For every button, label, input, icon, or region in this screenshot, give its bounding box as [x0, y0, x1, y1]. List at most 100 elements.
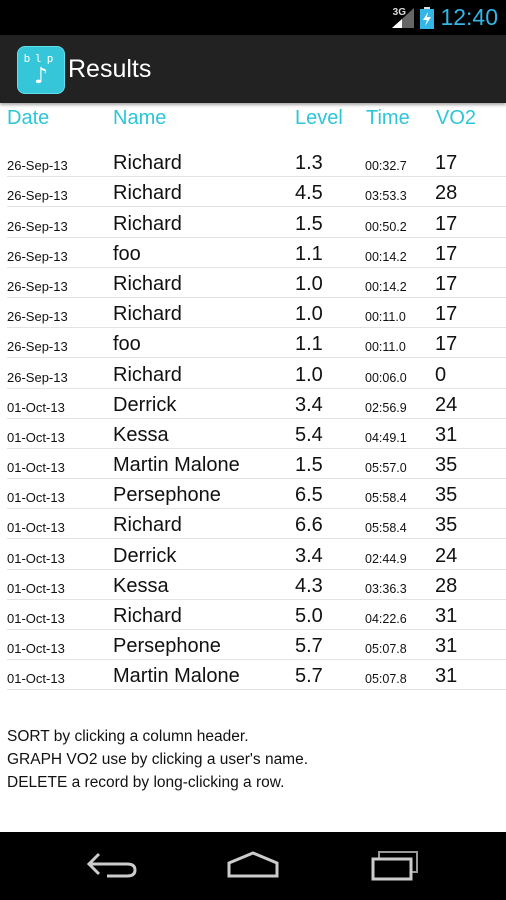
table-row[interactable]: 26-Sep-13 Richard 1.0 00:06.0 0 [7, 358, 506, 389]
cell-date: 01-Oct-13 [7, 671, 65, 687]
action-bar: blp ♪ Results [0, 35, 506, 103]
cell-name[interactable]: Martin Malone [113, 454, 240, 477]
instruction-graph: GRAPH VO2 use by clicking a user's name. [7, 751, 309, 768]
table-row[interactable]: 26-Sep-13 Richard 4.5 03:53.3 28 [7, 177, 506, 208]
cell-name[interactable]: Derrick [113, 544, 177, 567]
cell-name[interactable]: Richard [113, 152, 182, 175]
cell-level: 5.4 [295, 423, 323, 446]
table-row[interactable]: 01-Oct-13 Martin Malone 1.5 05:57.0 35 [7, 449, 506, 480]
cell-name[interactable]: Persephone [113, 484, 221, 507]
cell-name[interactable]: Derrick [113, 393, 177, 416]
column-header-vo2[interactable]: VO2 [436, 107, 477, 129]
cell-date: 01-Oct-13 [7, 611, 65, 626]
cell-level: 3.4 [295, 393, 323, 416]
cell-vo2: 24 [435, 393, 458, 416]
cell-name[interactable]: foo [113, 333, 141, 356]
cell-vo2: 17 [435, 212, 458, 235]
table-row[interactable]: 01-Oct-13 Richard 6.6 05:58.4 35 [7, 509, 506, 540]
table-row[interactable]: 26-Sep-13 Richard 1.5 00:50.2 17 [7, 207, 506, 238]
cell-time: 05:58.4 [365, 521, 407, 536]
cell-vo2: 35 [435, 484, 458, 507]
music-note-icon: ♪ [33, 64, 49, 89]
network-type-label: 3G [392, 7, 406, 18]
cell-time: 05:57.0 [365, 461, 407, 476]
column-header-name[interactable]: Name [113, 107, 167, 129]
cell-date: 01-Oct-13 [7, 580, 65, 596]
cell-level: 1.0 [295, 272, 323, 295]
cell-time: 00:32.7 [365, 159, 407, 174]
navigation-bar [0, 832, 506, 900]
cell-level: 4.5 [295, 182, 323, 205]
table-row[interactable]: 26-Sep-13 Richard 1.0 00:11.0 17 [7, 298, 506, 329]
cell-time: 00:50.2 [365, 219, 407, 234]
cell-time: 00:06.0 [365, 370, 407, 385]
cell-vo2: 17 [435, 242, 458, 265]
cell-vo2: 24 [435, 544, 458, 567]
cell-vo2: 35 [435, 514, 458, 537]
cell-vo2: 31 [435, 635, 458, 658]
cell-time: 02:44.9 [365, 551, 407, 566]
status-bar: 3G 12:40 [0, 0, 506, 35]
table-row[interactable]: 01-Oct-13 Persephone 5.7 05:07.8 31 [7, 630, 506, 661]
battery-charging-icon [420, 6, 435, 29]
cell-vo2: 35 [435, 454, 458, 477]
cell-date: 01-Oct-13 [7, 490, 65, 506]
table-row[interactable]: 01-Oct-13 Kessa 4.3 03:36.3 28 [7, 570, 506, 600]
cell-name[interactable]: foo [113, 242, 141, 265]
cell-name[interactable]: Richard [113, 605, 182, 627]
back-icon[interactable] [83, 846, 143, 886]
cell-level: 1.1 [295, 333, 323, 356]
cell-name[interactable]: Kessa [113, 574, 169, 597]
cell-level: 5.7 [295, 635, 323, 658]
column-header-level[interactable]: Level [295, 107, 343, 129]
cell-name[interactable]: Richard [113, 514, 182, 537]
cell-name[interactable]: Richard [113, 303, 182, 326]
cell-name[interactable]: Richard [113, 272, 182, 295]
cell-vo2: 28 [435, 182, 458, 205]
cell-time: 04:22.6 [365, 612, 407, 626]
cell-date: 26-Sep-13 [7, 248, 68, 264]
home-icon[interactable] [223, 846, 283, 886]
table-row[interactable]: 01-Oct-13 Persephone 6.5 05:58.4 35 [7, 479, 506, 510]
cell-vo2: 31 [435, 423, 458, 446]
cell-time: 00:14.2 [365, 279, 407, 294]
cell-time: 03:53.3 [365, 189, 407, 204]
recent-apps-icon[interactable] [365, 846, 425, 886]
column-header-time[interactable]: Time [366, 107, 410, 129]
cell-date: 26-Sep-13 [7, 278, 68, 294]
cell-time: 00:14.2 [365, 249, 407, 264]
cell-name[interactable]: Kessa [113, 423, 169, 446]
cell-name[interactable]: Richard [113, 212, 182, 235]
table-row[interactable]: 01-Oct-13 Kessa 5.4 04:49.1 31 [7, 419, 506, 449]
cell-time: 05:07.8 [365, 642, 407, 657]
table-row[interactable]: 26-Sep-13 Richard 1.3 00:32.7 17 [7, 147, 506, 178]
cell-level: 4.3 [295, 574, 323, 597]
cell-name[interactable]: Richard [113, 182, 182, 205]
cell-date: 01-Oct-13 [7, 550, 65, 566]
table-row[interactable]: 26-Sep-13 foo 1.1 00:14.2 17 [7, 238, 506, 268]
cell-vo2: 31 [435, 605, 458, 627]
cell-date: 01-Oct-13 [7, 460, 65, 476]
cell-date: 26-Sep-13 [7, 339, 68, 355]
table-header: Date Name Level Time VO2 [0, 104, 506, 134]
cell-vo2: 17 [435, 333, 458, 356]
table-row[interactable]: 01-Oct-13 Derrick 3.4 02:56.9 24 [7, 389, 506, 419]
table-row[interactable]: 01-Oct-13 Derrick 3.4 02:44.9 24 [7, 539, 506, 570]
table-row[interactable]: 01-Oct-13 Richard 5.0 04:22.6 31 [7, 600, 506, 630]
table-row[interactable]: 26-Sep-13 foo 1.1 00:11.0 17 [7, 328, 506, 359]
column-header-date[interactable]: Date [7, 107, 50, 129]
table-row[interactable]: 01-Oct-13 Martin Malone 5.7 05:07.8 31 [7, 660, 506, 691]
page-title: Results [68, 55, 152, 83]
cell-level: 1.0 [295, 363, 323, 386]
cell-level: 1.5 [295, 454, 323, 477]
cell-name[interactable]: Persephone [113, 635, 221, 658]
app-icon-text: blp [23, 52, 59, 65]
cell-vo2: 0 [435, 363, 447, 386]
cell-vo2: 17 [435, 152, 458, 175]
cell-level: 1.3 [295, 152, 323, 175]
cell-level: 5.7 [295, 665, 323, 688]
cell-name[interactable]: Richard [113, 363, 182, 386]
table-row[interactable]: 26-Sep-13 Richard 1.0 00:14.2 17 [7, 268, 506, 298]
cell-name[interactable]: Martin Malone [113, 665, 240, 688]
app-icon[interactable]: blp ♪ [17, 46, 65, 94]
